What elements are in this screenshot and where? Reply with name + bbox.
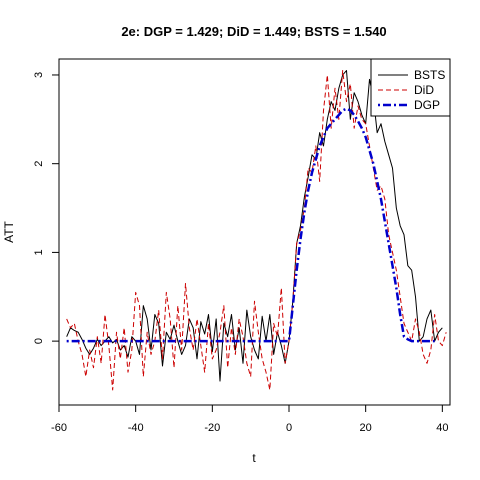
legend-label-dgp: DGP xyxy=(414,98,440,112)
series-line-did xyxy=(66,70,447,391)
legend-label-did: DiD xyxy=(414,83,434,97)
x-tick-label: 0 xyxy=(286,422,292,434)
x-tick-label: -20 xyxy=(204,422,220,434)
y-tick-label: 0 xyxy=(33,338,45,344)
legend-label-bsts: BSTS xyxy=(414,68,445,82)
x-tick-label: -60 xyxy=(51,422,67,434)
y-axis-label: ATT xyxy=(2,220,16,242)
x-axis-label: t xyxy=(252,451,256,465)
series-line-bsts xyxy=(66,70,443,382)
y-tick-label: 2 xyxy=(33,161,45,167)
chart-title: 2e: DGP = 1.429; DiD = 1.449; BSTS = 1.5… xyxy=(121,24,386,39)
y-tick-label: 1 xyxy=(33,249,45,255)
y-tick-label: 3 xyxy=(33,72,45,78)
legend-box xyxy=(370,58,451,117)
y-axis: 0 1 2 3 xyxy=(33,72,60,344)
series-line-dgp xyxy=(66,107,435,343)
series-lines xyxy=(66,70,447,391)
x-tick-label: -40 xyxy=(128,422,144,434)
x-axis: -60 -40 -20 0 20 40 xyxy=(51,404,448,434)
x-tick-label: 20 xyxy=(360,422,372,434)
x-tick-label: 40 xyxy=(436,422,448,434)
